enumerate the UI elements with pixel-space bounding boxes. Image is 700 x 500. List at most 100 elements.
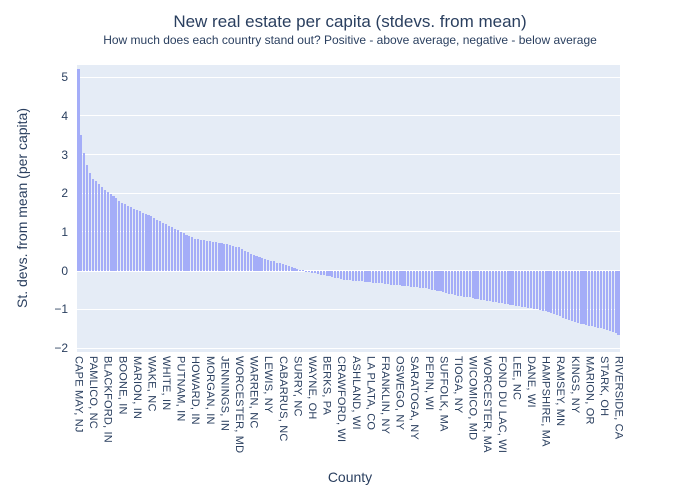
bar[interactable] (308, 270, 311, 272)
bar[interactable] (138, 211, 141, 271)
bar[interactable] (553, 270, 556, 315)
bar[interactable] (229, 245, 232, 271)
bar[interactable] (243, 250, 246, 271)
bar[interactable] (573, 270, 576, 323)
bar[interactable] (427, 270, 430, 289)
bar[interactable] (383, 270, 387, 284)
bar[interactable] (220, 243, 223, 271)
bar[interactable] (418, 270, 422, 288)
bar[interactable] (588, 270, 591, 327)
bar[interactable] (471, 270, 474, 298)
bar[interactable] (267, 259, 270, 271)
bar[interactable] (576, 270, 579, 323)
bar[interactable] (310, 270, 314, 273)
bar[interactable] (118, 200, 121, 271)
bar[interactable] (348, 270, 351, 281)
bar[interactable] (129, 207, 133, 271)
bar[interactable] (299, 269, 302, 271)
bar[interactable] (410, 270, 413, 287)
bar[interactable] (202, 240, 206, 271)
bar[interactable] (483, 270, 486, 301)
bar[interactable] (173, 228, 176, 271)
bar[interactable] (170, 227, 173, 271)
bar[interactable] (80, 135, 83, 271)
bar[interactable] (334, 270, 337, 278)
bar[interactable] (366, 270, 369, 282)
bar[interactable] (602, 270, 605, 329)
bar[interactable] (535, 270, 538, 310)
bar[interactable] (287, 266, 290, 271)
bar[interactable] (237, 247, 241, 271)
bar[interactable] (284, 264, 287, 271)
bar[interactable] (550, 270, 553, 314)
bar[interactable] (515, 270, 518, 306)
bar[interactable] (127, 205, 130, 271)
bar[interactable] (354, 270, 357, 282)
bar[interactable] (191, 237, 194, 271)
bar[interactable] (544, 270, 547, 312)
bar[interactable] (147, 215, 150, 271)
bar[interactable] (167, 225, 170, 271)
bar[interactable] (451, 270, 454, 295)
bar[interactable] (430, 270, 433, 290)
bar[interactable] (381, 270, 384, 284)
bar[interactable] (529, 270, 532, 309)
bar[interactable] (591, 270, 594, 327)
bar[interactable] (363, 270, 366, 282)
bar[interactable] (369, 270, 372, 283)
bar[interactable] (512, 270, 515, 306)
bar[interactable] (489, 270, 492, 302)
bar[interactable] (188, 235, 191, 271)
bar[interactable] (343, 270, 346, 280)
bar[interactable] (532, 270, 535, 309)
bar[interactable] (445, 270, 448, 293)
bar[interactable] (185, 234, 188, 271)
bar[interactable] (200, 239, 203, 271)
bar[interactable] (392, 270, 395, 285)
bar[interactable] (386, 270, 389, 285)
bar[interactable] (337, 270, 340, 279)
bar[interactable] (456, 270, 460, 296)
bar[interactable] (281, 264, 284, 271)
bar[interactable] (407, 270, 410, 287)
bar[interactable] (462, 270, 465, 297)
bar[interactable] (83, 152, 86, 271)
bar[interactable] (570, 270, 573, 322)
bar[interactable] (477, 270, 480, 299)
bar[interactable] (92, 178, 95, 271)
bar[interactable] (89, 173, 92, 271)
bar[interactable] (240, 249, 243, 271)
bar[interactable] (378, 270, 381, 284)
bar[interactable] (340, 270, 343, 280)
bar[interactable] (153, 218, 156, 271)
bar[interactable] (273, 261, 276, 271)
bar[interactable] (159, 221, 162, 271)
bar[interactable] (395, 270, 398, 285)
bar[interactable] (617, 270, 620, 335)
bar[interactable] (351, 270, 354, 281)
plot-area[interactable] (77, 65, 620, 352)
bar[interactable] (150, 216, 153, 271)
bar[interactable] (258, 257, 261, 271)
bar[interactable] (597, 270, 600, 328)
bar[interactable] (372, 270, 375, 283)
bar[interactable] (197, 238, 200, 271)
bar[interactable] (109, 194, 112, 271)
bar[interactable] (252, 255, 255, 271)
bar[interactable] (290, 266, 293, 271)
bar[interactable] (182, 233, 185, 271)
bar[interactable] (454, 270, 457, 296)
bar[interactable] (474, 270, 477, 299)
bar[interactable] (494, 270, 497, 303)
bar[interactable] (217, 242, 220, 271)
bar[interactable] (503, 270, 506, 304)
bar[interactable] (97, 183, 100, 271)
bar[interactable] (249, 253, 252, 271)
bar[interactable] (567, 270, 570, 320)
bar[interactable] (611, 270, 614, 333)
bar[interactable] (433, 270, 436, 291)
bar[interactable] (223, 243, 226, 271)
bar[interactable] (594, 270, 597, 328)
bar[interactable] (468, 270, 471, 298)
bar[interactable] (524, 270, 527, 308)
